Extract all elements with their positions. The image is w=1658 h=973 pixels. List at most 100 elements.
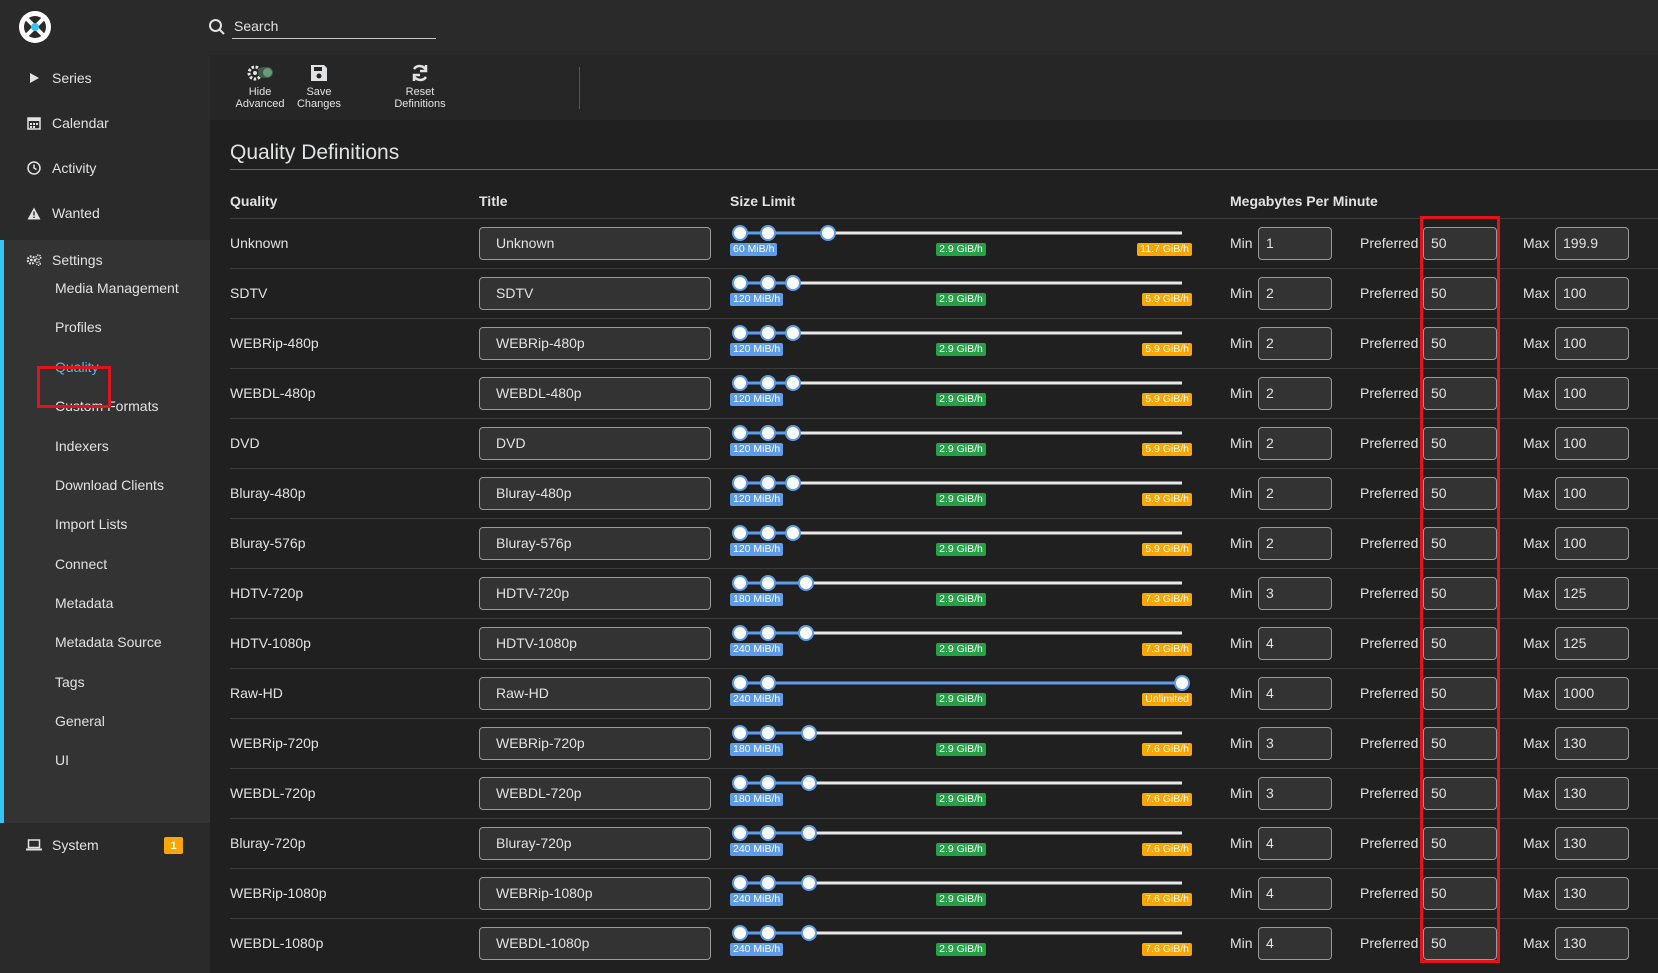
size-limit-slider[interactable]: 180 MiB/h 2.9 GiB/h 7.6 GiB/h bbox=[730, 723, 1192, 763]
slider-min-handle[interactable] bbox=[732, 225, 748, 241]
preferred-input[interactable]: 50 bbox=[1423, 727, 1497, 760]
slider-max-handle[interactable] bbox=[785, 375, 802, 391]
title-input[interactable]: Unknown bbox=[479, 227, 711, 260]
title-input[interactable]: Bluray-576p bbox=[479, 527, 711, 560]
preferred-input[interactable]: 50 bbox=[1423, 627, 1497, 660]
max-input[interactable]: 100 bbox=[1555, 327, 1629, 360]
max-input[interactable]: 100 bbox=[1555, 377, 1629, 410]
max-input[interactable]: 1000 bbox=[1555, 677, 1629, 710]
max-input[interactable]: 130 bbox=[1555, 927, 1629, 960]
min-input[interactable]: 2 bbox=[1258, 377, 1332, 410]
slider-preferred-handle[interactable] bbox=[760, 875, 776, 891]
slider-max-handle[interactable] bbox=[798, 625, 815, 641]
sidebar-item-metadata-source[interactable]: Metadata Source bbox=[55, 634, 162, 650]
slider-min-handle[interactable] bbox=[732, 775, 748, 791]
preferred-input[interactable]: 50 bbox=[1423, 677, 1497, 710]
slider-min-handle[interactable] bbox=[732, 275, 748, 291]
title-input[interactable]: WEBDL-480p bbox=[479, 377, 711, 410]
slider-max-handle[interactable] bbox=[800, 725, 817, 741]
slider-min-handle[interactable] bbox=[732, 675, 748, 691]
min-input[interactable]: 2 bbox=[1258, 527, 1332, 560]
size-limit-slider[interactable]: 180 MiB/h 2.9 GiB/h 7.3 GiB/h bbox=[730, 573, 1192, 613]
sidebar-item-series[interactable]: Series bbox=[0, 58, 210, 98]
slider-min-handle[interactable] bbox=[732, 425, 748, 441]
min-input[interactable]: 4 bbox=[1258, 927, 1332, 960]
size-limit-slider[interactable]: 240 MiB/h 2.9 GiB/h 7.3 GiB/h bbox=[730, 623, 1192, 663]
max-input[interactable]: 130 bbox=[1555, 877, 1629, 910]
slider-preferred-handle[interactable] bbox=[760, 925, 776, 941]
sidebar-item-general[interactable]: General bbox=[55, 713, 105, 729]
size-limit-slider[interactable]: 120 MiB/h 2.9 GiB/h 5.9 GiB/h bbox=[730, 523, 1192, 563]
title-input[interactable]: WEBDL-720p bbox=[479, 777, 711, 810]
slider-preferred-handle[interactable] bbox=[760, 475, 776, 491]
slider-max-handle[interactable] bbox=[785, 475, 802, 491]
max-input[interactable]: 100 bbox=[1555, 427, 1629, 460]
size-limit-slider[interactable]: 120 MiB/h 2.9 GiB/h 5.9 GiB/h bbox=[730, 323, 1192, 363]
slider-preferred-handle[interactable] bbox=[760, 775, 776, 791]
title-input[interactable]: Raw-HD bbox=[479, 677, 711, 710]
sidebar-item-profiles[interactable]: Profiles bbox=[55, 319, 102, 335]
size-limit-slider[interactable]: 240 MiB/h 2.9 GiB/h 7.6 GiB/h bbox=[730, 923, 1192, 963]
slider-max-handle[interactable] bbox=[785, 275, 802, 291]
min-input[interactable]: 4 bbox=[1258, 827, 1332, 860]
size-limit-slider[interactable]: 180 MiB/h 2.9 GiB/h 7.6 GiB/h bbox=[730, 773, 1192, 813]
sidebar-item-tags[interactable]: Tags bbox=[55, 674, 85, 690]
size-limit-slider[interactable]: 240 MiB/h 2.9 GiB/h 7.6 GiB/h bbox=[730, 823, 1192, 863]
size-limit-slider[interactable]: 120 MiB/h 2.9 GiB/h 5.9 GiB/h bbox=[730, 423, 1192, 463]
min-input[interactable]: 2 bbox=[1258, 327, 1332, 360]
save-changes-button[interactable]: Save Changes bbox=[289, 63, 349, 110]
preferred-input[interactable]: 50 bbox=[1423, 577, 1497, 610]
slider-max-handle[interactable] bbox=[800, 775, 817, 791]
min-input[interactable]: 3 bbox=[1258, 777, 1332, 810]
title-input[interactable]: HDTV-1080p bbox=[479, 627, 711, 660]
preferred-input[interactable]: 50 bbox=[1423, 877, 1497, 910]
slider-preferred-handle[interactable] bbox=[760, 725, 776, 741]
min-input[interactable]: 4 bbox=[1258, 877, 1332, 910]
size-limit-slider[interactable]: 60 MiB/h 2.9 GiB/h 11.7 GiB/h bbox=[730, 223, 1192, 263]
logo[interactable] bbox=[18, 10, 52, 44]
search-input[interactable] bbox=[232, 14, 436, 39]
size-limit-slider[interactable]: 240 MiB/h 2.9 GiB/h Unlimited bbox=[730, 673, 1192, 713]
title-input[interactable]: Bluray-720p bbox=[479, 827, 711, 860]
sidebar-item-ui[interactable]: UI bbox=[55, 752, 69, 768]
slider-preferred-handle[interactable] bbox=[760, 575, 776, 591]
slider-min-handle[interactable] bbox=[732, 625, 748, 641]
sidebar-item-wanted[interactable]: Wanted bbox=[0, 193, 210, 233]
title-input[interactable]: WEBRip-720p bbox=[479, 727, 711, 760]
slider-min-handle[interactable] bbox=[732, 725, 748, 741]
size-limit-slider[interactable]: 120 MiB/h 2.9 GiB/h 5.9 GiB/h bbox=[730, 273, 1192, 313]
sidebar-item-connect[interactable]: Connect bbox=[55, 556, 108, 572]
max-input[interactable]: 125 bbox=[1555, 627, 1629, 660]
slider-max-handle[interactable] bbox=[785, 525, 802, 541]
max-input[interactable]: 130 bbox=[1555, 777, 1629, 810]
slider-preferred-handle[interactable] bbox=[760, 425, 776, 441]
slider-preferred-handle[interactable] bbox=[760, 375, 776, 391]
size-limit-slider[interactable]: 120 MiB/h 2.9 GiB/h 5.9 GiB/h bbox=[730, 473, 1192, 513]
sidebar-item-calendar[interactable]: Calendar bbox=[0, 103, 210, 143]
slider-max-handle[interactable] bbox=[820, 225, 837, 241]
min-input[interactable]: 4 bbox=[1258, 677, 1332, 710]
preferred-input[interactable]: 50 bbox=[1423, 927, 1497, 960]
preferred-input[interactable]: 50 bbox=[1423, 427, 1497, 460]
reset-definitions-button[interactable]: Reset Definitions bbox=[390, 63, 450, 110]
slider-min-handle[interactable] bbox=[732, 325, 748, 341]
slider-min-handle[interactable] bbox=[732, 825, 748, 841]
sidebar-item-download-clients[interactable]: Download Clients bbox=[55, 477, 164, 493]
sidebar-item-media-management[interactable]: Media Management bbox=[55, 280, 179, 296]
sidebar-item-settings[interactable]: Settings bbox=[0, 240, 210, 280]
sidebar-item-indexers[interactable]: Indexers bbox=[55, 438, 109, 454]
size-limit-slider[interactable]: 240 MiB/h 2.9 GiB/h 7.6 GiB/h bbox=[730, 873, 1192, 913]
min-input[interactable]: 1 bbox=[1258, 227, 1332, 260]
slider-min-handle[interactable] bbox=[732, 375, 748, 391]
preferred-input[interactable]: 50 bbox=[1423, 777, 1497, 810]
preferred-input[interactable]: 50 bbox=[1423, 527, 1497, 560]
slider-max-handle[interactable] bbox=[1174, 675, 1190, 691]
slider-preferred-handle[interactable] bbox=[760, 625, 776, 641]
max-input[interactable]: 100 bbox=[1555, 527, 1629, 560]
max-input[interactable]: 100 bbox=[1555, 477, 1629, 510]
title-input[interactable]: WEBRip-480p bbox=[479, 327, 711, 360]
slider-min-handle[interactable] bbox=[732, 575, 748, 591]
slider-max-handle[interactable] bbox=[798, 575, 815, 591]
slider-min-handle[interactable] bbox=[732, 875, 748, 891]
title-input[interactable]: SDTV bbox=[479, 277, 711, 310]
